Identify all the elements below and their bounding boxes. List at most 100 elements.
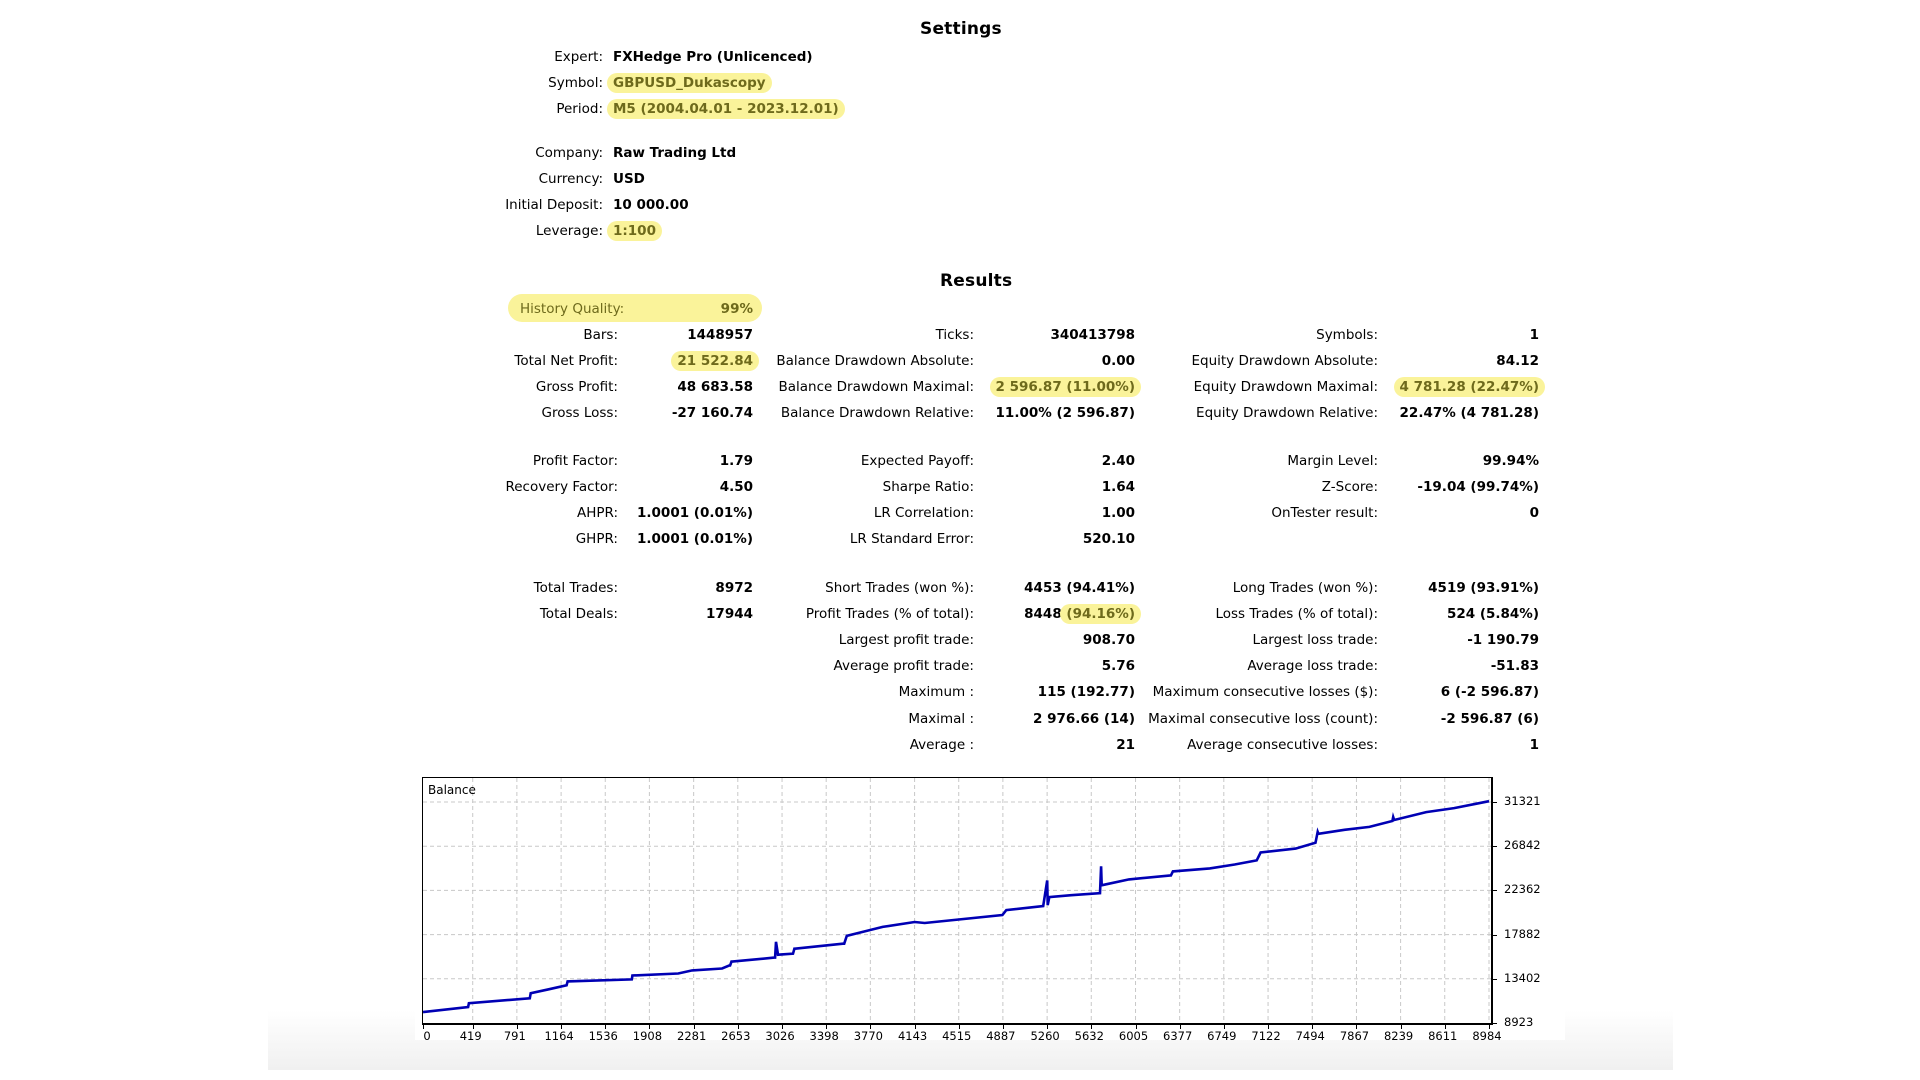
metric-label: Maximum : (898, 684, 974, 700)
x-tick-label: 4143 (897, 1029, 928, 1043)
results-row-col2: Profit Trades (% of total): 8448 (94.16%) (0, 604, 1920, 624)
metric-value: 22.47% (4 781.28) (1383, 403, 1539, 423)
results-row-col3: Average loss trade: -51.83 (0, 656, 1920, 676)
metric-value: 2 596.87 (11.00%) (980, 377, 1141, 397)
settings-label: Company: (535, 145, 603, 161)
metric-value: 908.70 (980, 630, 1135, 650)
value-text: 0.00 (1101, 353, 1135, 369)
results-row-col2: Average : 21 (0, 735, 1920, 755)
value-text: 8448 (1024, 606, 1062, 622)
value-text: Raw Trading Ltd (613, 145, 737, 161)
metric-label: Balance Drawdown Maximal: (778, 379, 975, 395)
x-tick-label: 8611 (1428, 1029, 1458, 1043)
metric-label: Ticks: (935, 327, 974, 343)
metric-label: Profit Trades (% of total): (805, 606, 974, 622)
y-tick-mark (1493, 802, 1497, 803)
metric-value: 340413798 (980, 325, 1135, 345)
x-tick-label: 3398 (809, 1029, 839, 1043)
x-tick-mark (1002, 1025, 1004, 1029)
metric-value: 4 781.28 (22.47%) (1383, 377, 1545, 397)
results-row-col2: Maximum : 115 (192.77) (0, 682, 1920, 702)
settings-value: USD (613, 169, 645, 189)
x-tick-label: 8239 (1383, 1029, 1414, 1043)
results-row-col1: Recovery Factor: 4.50 (0, 477, 1920, 497)
settings-row: Symbol: GBPUSD_Dukascopy (0, 73, 1920, 93)
x-tick-label: 1164 (544, 1029, 574, 1043)
x-tick-mark (737, 1025, 739, 1029)
x-tick-label: 0 (423, 1029, 431, 1043)
metric-value: -51.83 (1383, 656, 1539, 676)
x-tick-mark (826, 1025, 828, 1029)
metric-label: Gross Profit: (535, 379, 618, 395)
metric-label: Loss Trades (% of total): (1215, 606, 1378, 622)
value-text: 2.40 (1101, 453, 1135, 469)
value-text: 340413798 (1050, 327, 1135, 343)
results-row-col3: OnTester result: 0 (0, 503, 1920, 523)
x-tick-mark (1223, 1025, 1225, 1029)
value-text: -27 160.74 (671, 405, 753, 421)
metric-label: Largest loss trade: (1252, 632, 1378, 648)
results-row-col3: Maximal consecutive loss (count): -2 596.… (0, 709, 1920, 729)
value-text: 11.00% (2 596.87) (995, 405, 1135, 421)
settings-label: Leverage: (535, 223, 603, 239)
results-row-col2: Balance Drawdown Relative: 11.00% (2 596.… (0, 403, 1920, 423)
metric-value: 1.0001 (0.01%) (623, 529, 753, 549)
results-row-col3: Equity Drawdown Relative: 22.47% (4 781.2… (0, 403, 1920, 423)
value-text: 84.12 (1496, 353, 1539, 369)
settings-row: Period: M5 (2004.04.01 - 2023.12.01) (0, 99, 1920, 119)
value-text: 115 (192.77) (1037, 684, 1135, 700)
results-row-col2: Short Trades (won %): 4453 (94.41%) (0, 578, 1920, 598)
settings-value: 10 000.00 (613, 195, 689, 215)
value-text: 22.47% (4 781.28) (1399, 405, 1539, 421)
y-tick-label: 22362 (1504, 882, 1541, 897)
highlighted-value: 2 596.87 (11.00%) (989, 377, 1141, 397)
metric-value: -2 596.87 (6) (1383, 709, 1539, 729)
value-text: 524 (5.84%) (1446, 606, 1539, 622)
highlighted-value: M5 (2004.04.01 - 2023.12.01) (607, 99, 845, 119)
results-row-col3: Long Trades (won %): 4519 (93.91%) (0, 578, 1920, 598)
x-tick-label: 4515 (942, 1029, 972, 1043)
metric-value: 2 976.66 (14) (980, 709, 1135, 729)
metric-value: 0.00 (980, 351, 1135, 371)
metric-value: 8972 (623, 578, 753, 598)
metric-value: 21 (980, 735, 1135, 755)
results-row-col3: Maximum consecutive losses ($): 6 (-2 596… (0, 682, 1920, 702)
x-tick-label: 6005 (1118, 1029, 1149, 1043)
highlighted-value: 21 522.84 (671, 351, 759, 371)
settings-label: Expert: (554, 49, 603, 65)
metric-label: Average profit trade: (833, 658, 974, 674)
metric-label: Equity Drawdown Relative: (1196, 405, 1378, 421)
metric-label: Recovery Factor: (505, 479, 618, 495)
results-row-col2: Sharpe Ratio: 1.64 (0, 477, 1920, 497)
metric-label: AHPR: (576, 505, 618, 521)
metric-value: 4519 (93.91%) (1383, 578, 1539, 598)
results-row-col3: Equity Drawdown Absolute: 84.12 (0, 351, 1920, 371)
results-row-col3: Loss Trades (% of total): 524 (5.84%) (0, 604, 1920, 624)
value-text: 520.10 (1082, 531, 1135, 547)
x-tick-mark (1312, 1025, 1314, 1029)
metric-label: Total Trades: (533, 580, 618, 596)
x-tick-mark (1356, 1025, 1358, 1029)
balance-chart-plot (423, 778, 1491, 1023)
history-quality-row: History Quality: 99% (0, 299, 1920, 319)
value-text: 8972 (715, 580, 753, 596)
metric-value: 524 (5.84%) (1383, 604, 1539, 624)
settings-row: Leverage: 1:100 (0, 221, 1920, 241)
x-tick-label: 5260 (1030, 1029, 1060, 1043)
metric-label: Total Deals: (539, 606, 618, 622)
highlighted-value: 4 781.28 (22.47%) (1393, 377, 1545, 397)
metric-label: Equity Drawdown Maximal: (1193, 379, 1378, 395)
metric-label: Maximal consecutive loss (count): (1148, 711, 1378, 727)
metric-label: Symbols: (1316, 327, 1378, 343)
metric-label: Margin Level: (1287, 453, 1378, 469)
x-tick-label: 2653 (721, 1029, 751, 1043)
x-tick-mark (870, 1025, 872, 1029)
value-text: -51.83 (1490, 658, 1539, 674)
metric-label: Balance Drawdown Relative: (780, 405, 974, 421)
x-tick-mark (649, 1025, 651, 1029)
x-tick-mark (782, 1025, 784, 1029)
settings-title: Settings (920, 19, 1002, 39)
metric-value: 2.40 (980, 451, 1135, 471)
y-tick-label: 17882 (1504, 926, 1541, 941)
metric-value: 6 (-2 596.87) (1383, 682, 1539, 702)
